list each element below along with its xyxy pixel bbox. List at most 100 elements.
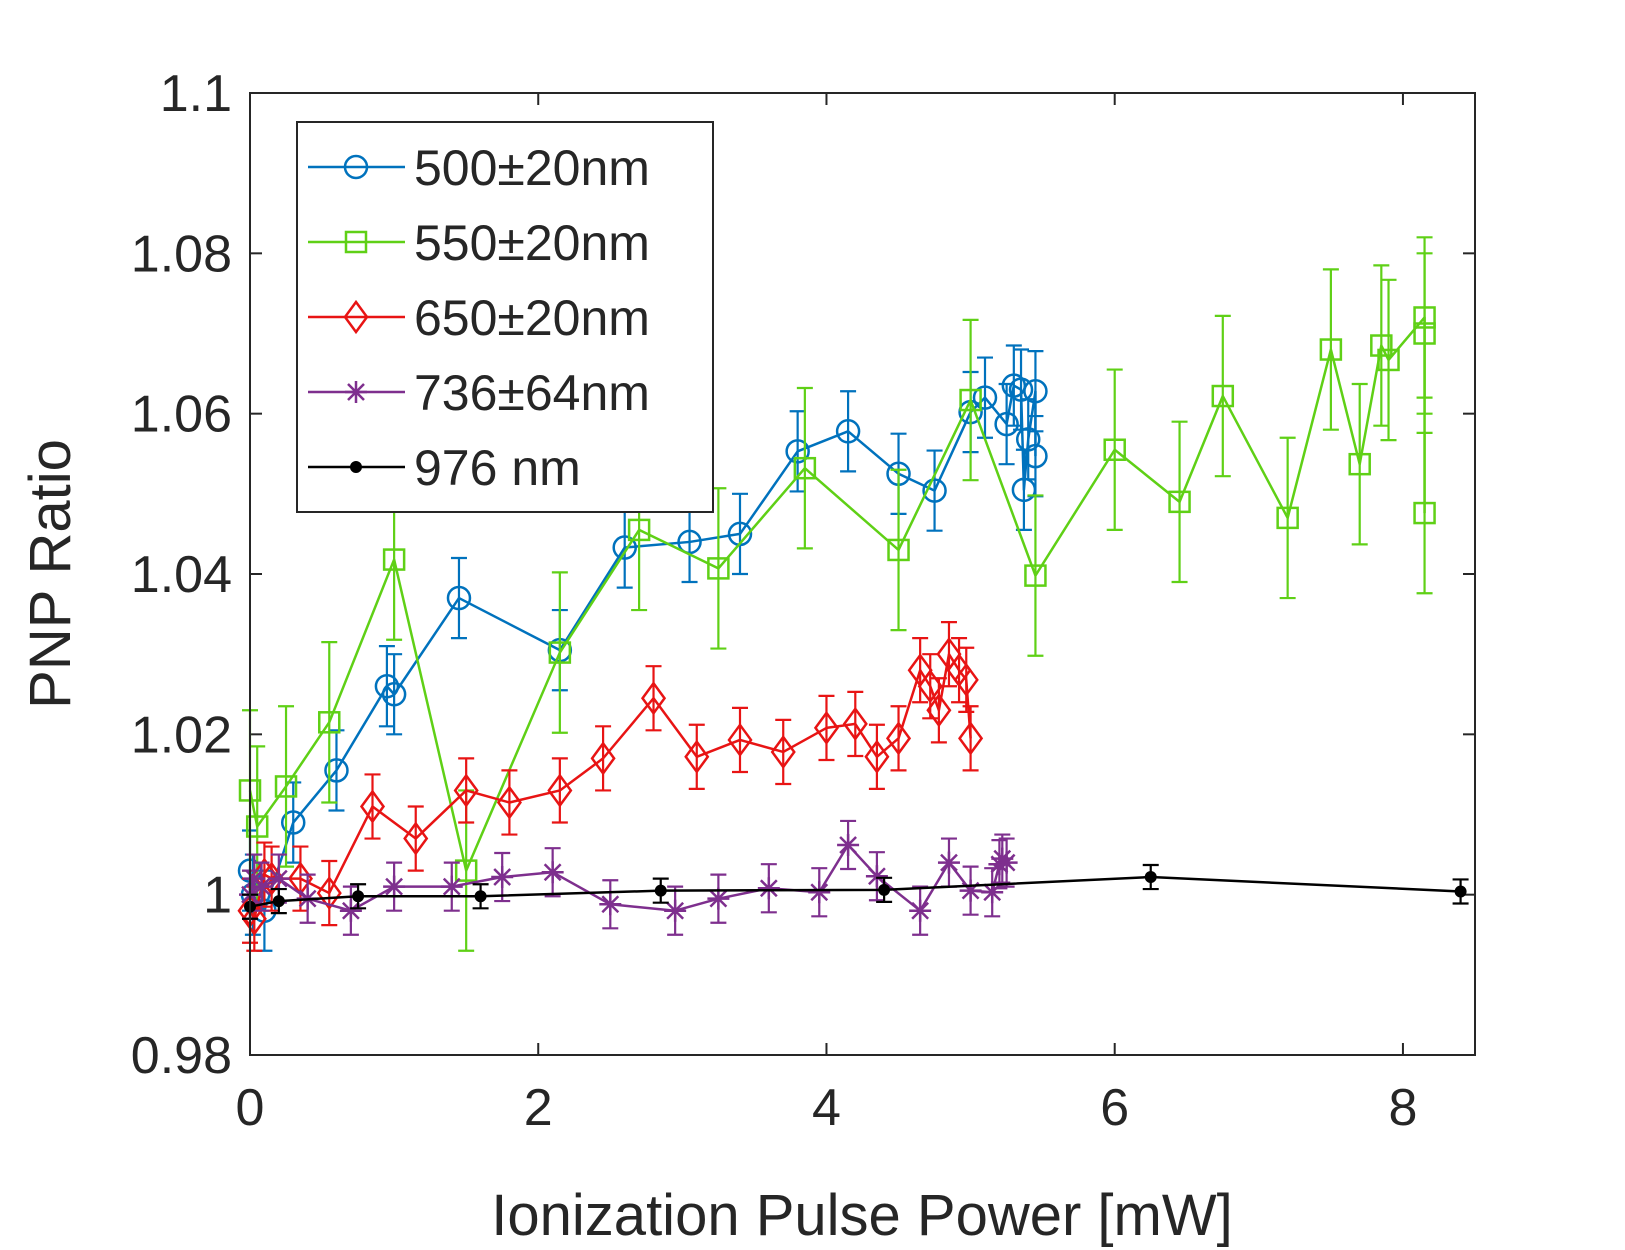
error-bar — [1380, 278, 1397, 442]
data-point — [272, 895, 285, 908]
error-bar — [1322, 268, 1339, 431]
data-point — [926, 693, 952, 728]
data-point — [959, 879, 982, 902]
data-point — [953, 662, 979, 697]
data-point — [864, 739, 890, 774]
data-point — [1413, 322, 1436, 345]
x-tick-label: 4 — [812, 1079, 841, 1137]
data-point — [770, 734, 796, 770]
legend-label: 500±20nm — [414, 140, 650, 196]
error-bar — [645, 665, 662, 732]
x-tick-label: 2 — [524, 1079, 553, 1137]
data-point — [684, 739, 710, 774]
data-point — [994, 411, 1019, 437]
error-bar — [732, 706, 748, 774]
data-point — [339, 899, 362, 922]
x-tick-label: 8 — [1388, 1079, 1417, 1137]
data-point — [241, 901, 267, 936]
x-tick-label: 0 — [236, 1079, 265, 1137]
data-point — [654, 884, 667, 897]
data-point — [547, 773, 573, 808]
data-point — [612, 535, 637, 560]
data-point — [785, 439, 810, 464]
error-bar — [1373, 264, 1390, 427]
data-point — [988, 853, 1011, 876]
data-point — [835, 419, 861, 444]
data-point — [274, 775, 298, 798]
data-point — [383, 875, 406, 898]
error-bar — [278, 705, 295, 868]
data-point — [842, 706, 868, 742]
error-bar — [847, 690, 864, 758]
data-point — [959, 388, 982, 412]
error-bar — [321, 641, 338, 804]
error-bar — [1416, 252, 1433, 415]
data-point — [318, 711, 341, 734]
error-bar — [1279, 436, 1296, 600]
series-layer — [237, 236, 1469, 952]
legend-item: 500±20nm — [308, 140, 650, 196]
error-bar — [1005, 344, 1022, 427]
error-bar — [458, 757, 475, 824]
error-bar — [328, 729, 345, 812]
error-bar — [551, 757, 568, 824]
data-point — [1011, 477, 1037, 503]
legend: 500±20nm 550±20nm 650±20nm 736±64nm 976 nm — [296, 121, 714, 513]
data-point — [1370, 334, 1393, 357]
legend-marker — [350, 461, 362, 473]
data-point — [1211, 384, 1235, 408]
data-point — [548, 641, 572, 664]
data-point — [474, 890, 487, 903]
series-5 — [242, 863, 1469, 920]
error-bar — [1027, 494, 1044, 657]
data-point — [1348, 452, 1371, 476]
data-point — [446, 585, 472, 611]
error-bar — [595, 725, 612, 792]
data-point — [909, 899, 932, 922]
data-point — [590, 741, 616, 776]
data-point — [808, 881, 831, 904]
data-point — [972, 385, 998, 410]
data-point — [316, 875, 342, 911]
tick-labels: 0 2 4 6 8 0.98 1 1.02 1.04 1.06 1.08 1.1 — [131, 65, 1418, 1137]
legend-item: 736±64nm — [308, 365, 650, 421]
data-point — [454, 859, 478, 882]
data-point — [1024, 564, 1047, 587]
y-tick-label: 1.1 — [160, 65, 232, 123]
data-point — [1008, 377, 1034, 402]
y-tick-label: 1.08 — [131, 225, 232, 283]
x-tick-label: 6 — [1100, 1079, 1129, 1137]
y-tick-label: 1.06 — [131, 386, 232, 444]
data-point — [599, 893, 622, 916]
error-bar — [1351, 382, 1368, 546]
series-line — [248, 316, 1426, 872]
error-bar — [321, 859, 338, 927]
data-point — [1015, 427, 1041, 452]
data-point — [640, 681, 667, 716]
data-point — [1023, 378, 1048, 404]
data-point — [440, 875, 463, 898]
axes-box — [249, 92, 1476, 1056]
data-point — [541, 861, 564, 884]
y-tick-label: 0.98 — [131, 1027, 232, 1085]
y-tick-label: 1.04 — [131, 546, 232, 604]
data-point — [885, 721, 912, 756]
legend-label: 550±20nm — [414, 215, 650, 271]
data-point — [677, 529, 702, 555]
error-bar — [926, 449, 943, 532]
legend-item: 550±20nm — [308, 215, 650, 271]
data-point — [1413, 306, 1436, 329]
legend-marker — [345, 381, 367, 403]
series-1 — [237, 344, 1048, 952]
y-tick-label: 1.02 — [131, 706, 232, 764]
error-bar — [732, 492, 748, 576]
error-bar — [407, 805, 424, 872]
data-point — [381, 682, 407, 707]
legend-marker — [343, 154, 369, 180]
data-point — [403, 821, 429, 856]
data-point — [352, 890, 365, 903]
data-point — [707, 557, 730, 580]
y-axis-label: PNP Ratio — [18, 439, 83, 709]
data-point — [727, 722, 753, 758]
